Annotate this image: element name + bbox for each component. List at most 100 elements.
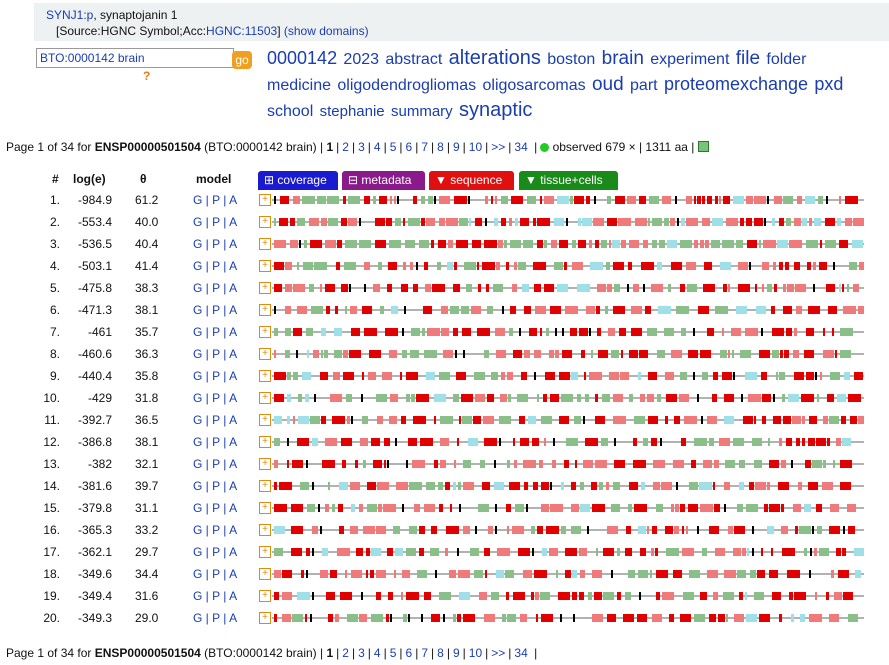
- coverage-bar[interactable]: [272, 413, 864, 427]
- tag-brain[interactable]: brain: [601, 48, 644, 69]
- model-link-p[interactable]: P: [212, 369, 220, 383]
- page-link-next[interactable]: >>: [491, 646, 506, 660]
- coverage-bar[interactable]: [272, 435, 864, 449]
- tag-summary[interactable]: summary: [391, 103, 453, 120]
- tag-oligosarcomas[interactable]: oligosarcomas: [482, 77, 586, 94]
- coverage-bar[interactable]: [272, 259, 864, 273]
- model-link-a[interactable]: A: [229, 413, 238, 427]
- coverage-bar[interactable]: [272, 501, 864, 515]
- coverage-bar[interactable]: [272, 325, 864, 339]
- model-link-a[interactable]: A: [229, 435, 238, 449]
- help-icon[interactable]: ?: [143, 69, 151, 83]
- page-link-3[interactable]: 3: [358, 140, 365, 154]
- model-link-g[interactable]: G: [193, 303, 203, 317]
- coverage-bar[interactable]: [272, 391, 864, 405]
- model-link-a[interactable]: A: [229, 259, 238, 273]
- page-link-9[interactable]: 9: [452, 646, 460, 660]
- expand-icon[interactable]: +: [259, 458, 271, 470]
- model-link-g[interactable]: G: [193, 325, 203, 339]
- model-link-a[interactable]: A: [229, 237, 238, 251]
- model-link-p[interactable]: P: [212, 545, 220, 559]
- expand-icon[interactable]: +: [259, 436, 271, 448]
- model-link-g[interactable]: G: [193, 215, 203, 229]
- expand-icon[interactable]: +: [259, 392, 271, 404]
- tag-school[interactable]: school: [267, 103, 314, 120]
- model-link-p[interactable]: P: [212, 259, 220, 273]
- model-link-p[interactable]: P: [212, 501, 220, 515]
- tag-oud[interactable]: oud: [591, 74, 624, 95]
- show-domains-link[interactable]: (show domains): [283, 24, 369, 38]
- tag-0000142[interactable]: 0000142: [267, 48, 338, 68]
- model-link-g[interactable]: G: [193, 567, 203, 581]
- page-link-next[interactable]: >>: [491, 140, 506, 154]
- coverage-bar[interactable]: [272, 589, 864, 603]
- tag-boston[interactable]: boston: [547, 51, 596, 68]
- expand-icon[interactable]: +: [259, 546, 271, 558]
- model-link-p[interactable]: P: [212, 303, 220, 317]
- expand-icon[interactable]: +: [259, 194, 271, 206]
- tag-proteomexchange[interactable]: proteomexchange: [663, 74, 809, 94]
- search-input[interactable]: [36, 48, 234, 68]
- hgnc-link[interactable]: HGNC:11503: [206, 24, 278, 38]
- tag-medicine[interactable]: medicine: [267, 77, 332, 94]
- model-link-a[interactable]: A: [229, 347, 238, 361]
- coverage-bar[interactable]: [272, 347, 864, 361]
- expand-icon[interactable]: +: [259, 480, 271, 492]
- model-link-p[interactable]: P: [212, 413, 220, 427]
- expand-icon[interactable]: +: [259, 590, 271, 602]
- model-link-p[interactable]: P: [212, 479, 220, 493]
- page-link-34[interactable]: 34: [514, 140, 528, 154]
- model-link-g[interactable]: G: [193, 501, 203, 515]
- expand-icon[interactable]: +: [259, 216, 271, 228]
- model-link-a[interactable]: A: [229, 281, 238, 295]
- model-link-g[interactable]: G: [193, 545, 203, 559]
- model-link-p[interactable]: P: [212, 347, 220, 361]
- tag-abstract[interactable]: abstract: [385, 51, 443, 68]
- expand-icon[interactable]: +: [259, 414, 271, 426]
- model-link-g[interactable]: G: [193, 523, 203, 537]
- page-link-7[interactable]: 7: [421, 646, 429, 660]
- page-link-4[interactable]: 4: [373, 140, 381, 154]
- tag-pxd[interactable]: pxd: [814, 74, 844, 94]
- expand-icon[interactable]: +: [259, 502, 271, 514]
- page-link-5[interactable]: 5: [389, 646, 397, 660]
- expand-icon[interactable]: +: [259, 260, 271, 272]
- model-link-g[interactable]: G: [193, 391, 203, 405]
- tag-stephanie[interactable]: stephanie: [319, 103, 385, 120]
- coverage-bar[interactable]: [272, 281, 864, 295]
- page-link-5[interactable]: 5: [389, 140, 397, 154]
- model-link-p[interactable]: P: [212, 237, 220, 251]
- coverage-bar[interactable]: [272, 567, 864, 581]
- model-link-a[interactable]: A: [229, 215, 238, 229]
- model-link-a[interactable]: A: [229, 589, 238, 603]
- tag-part[interactable]: part: [630, 77, 658, 94]
- model-link-a[interactable]: A: [229, 369, 238, 383]
- model-link-g[interactable]: G: [193, 347, 203, 361]
- metadata-button[interactable]: ⊟ metadata: [342, 171, 425, 190]
- coverage-bar[interactable]: [272, 457, 864, 471]
- page-link-7[interactable]: 7: [421, 140, 429, 154]
- model-link-p[interactable]: P: [212, 589, 220, 603]
- model-link-a[interactable]: A: [229, 545, 238, 559]
- page-link-10[interactable]: 10: [468, 140, 483, 154]
- model-link-g[interactable]: G: [193, 457, 203, 471]
- tag-file[interactable]: file: [735, 48, 761, 69]
- expand-icon[interactable]: +: [259, 304, 271, 316]
- tag-folder[interactable]: folder: [766, 51, 807, 68]
- tag-2023[interactable]: 2023: [343, 51, 380, 68]
- model-link-g[interactable]: G: [193, 589, 203, 603]
- expand-icon[interactable]: +: [259, 612, 271, 624]
- model-link-p[interactable]: P: [212, 435, 220, 449]
- expand-icon[interactable]: +: [259, 348, 271, 360]
- tag-alterations[interactable]: alterations: [448, 47, 541, 69]
- expand-icon[interactable]: +: [259, 568, 271, 580]
- expand-icon[interactable]: +: [259, 326, 271, 338]
- coverage-bar[interactable]: [272, 545, 864, 559]
- coverage-bar[interactable]: [272, 303, 864, 317]
- expand-icon[interactable]: +: [259, 282, 271, 294]
- model-link-a[interactable]: A: [229, 567, 238, 581]
- model-link-g[interactable]: G: [193, 259, 203, 273]
- page-link-4[interactable]: 4: [373, 646, 381, 660]
- model-link-p[interactable]: P: [212, 193, 220, 207]
- page-link-34[interactable]: 34: [514, 646, 528, 660]
